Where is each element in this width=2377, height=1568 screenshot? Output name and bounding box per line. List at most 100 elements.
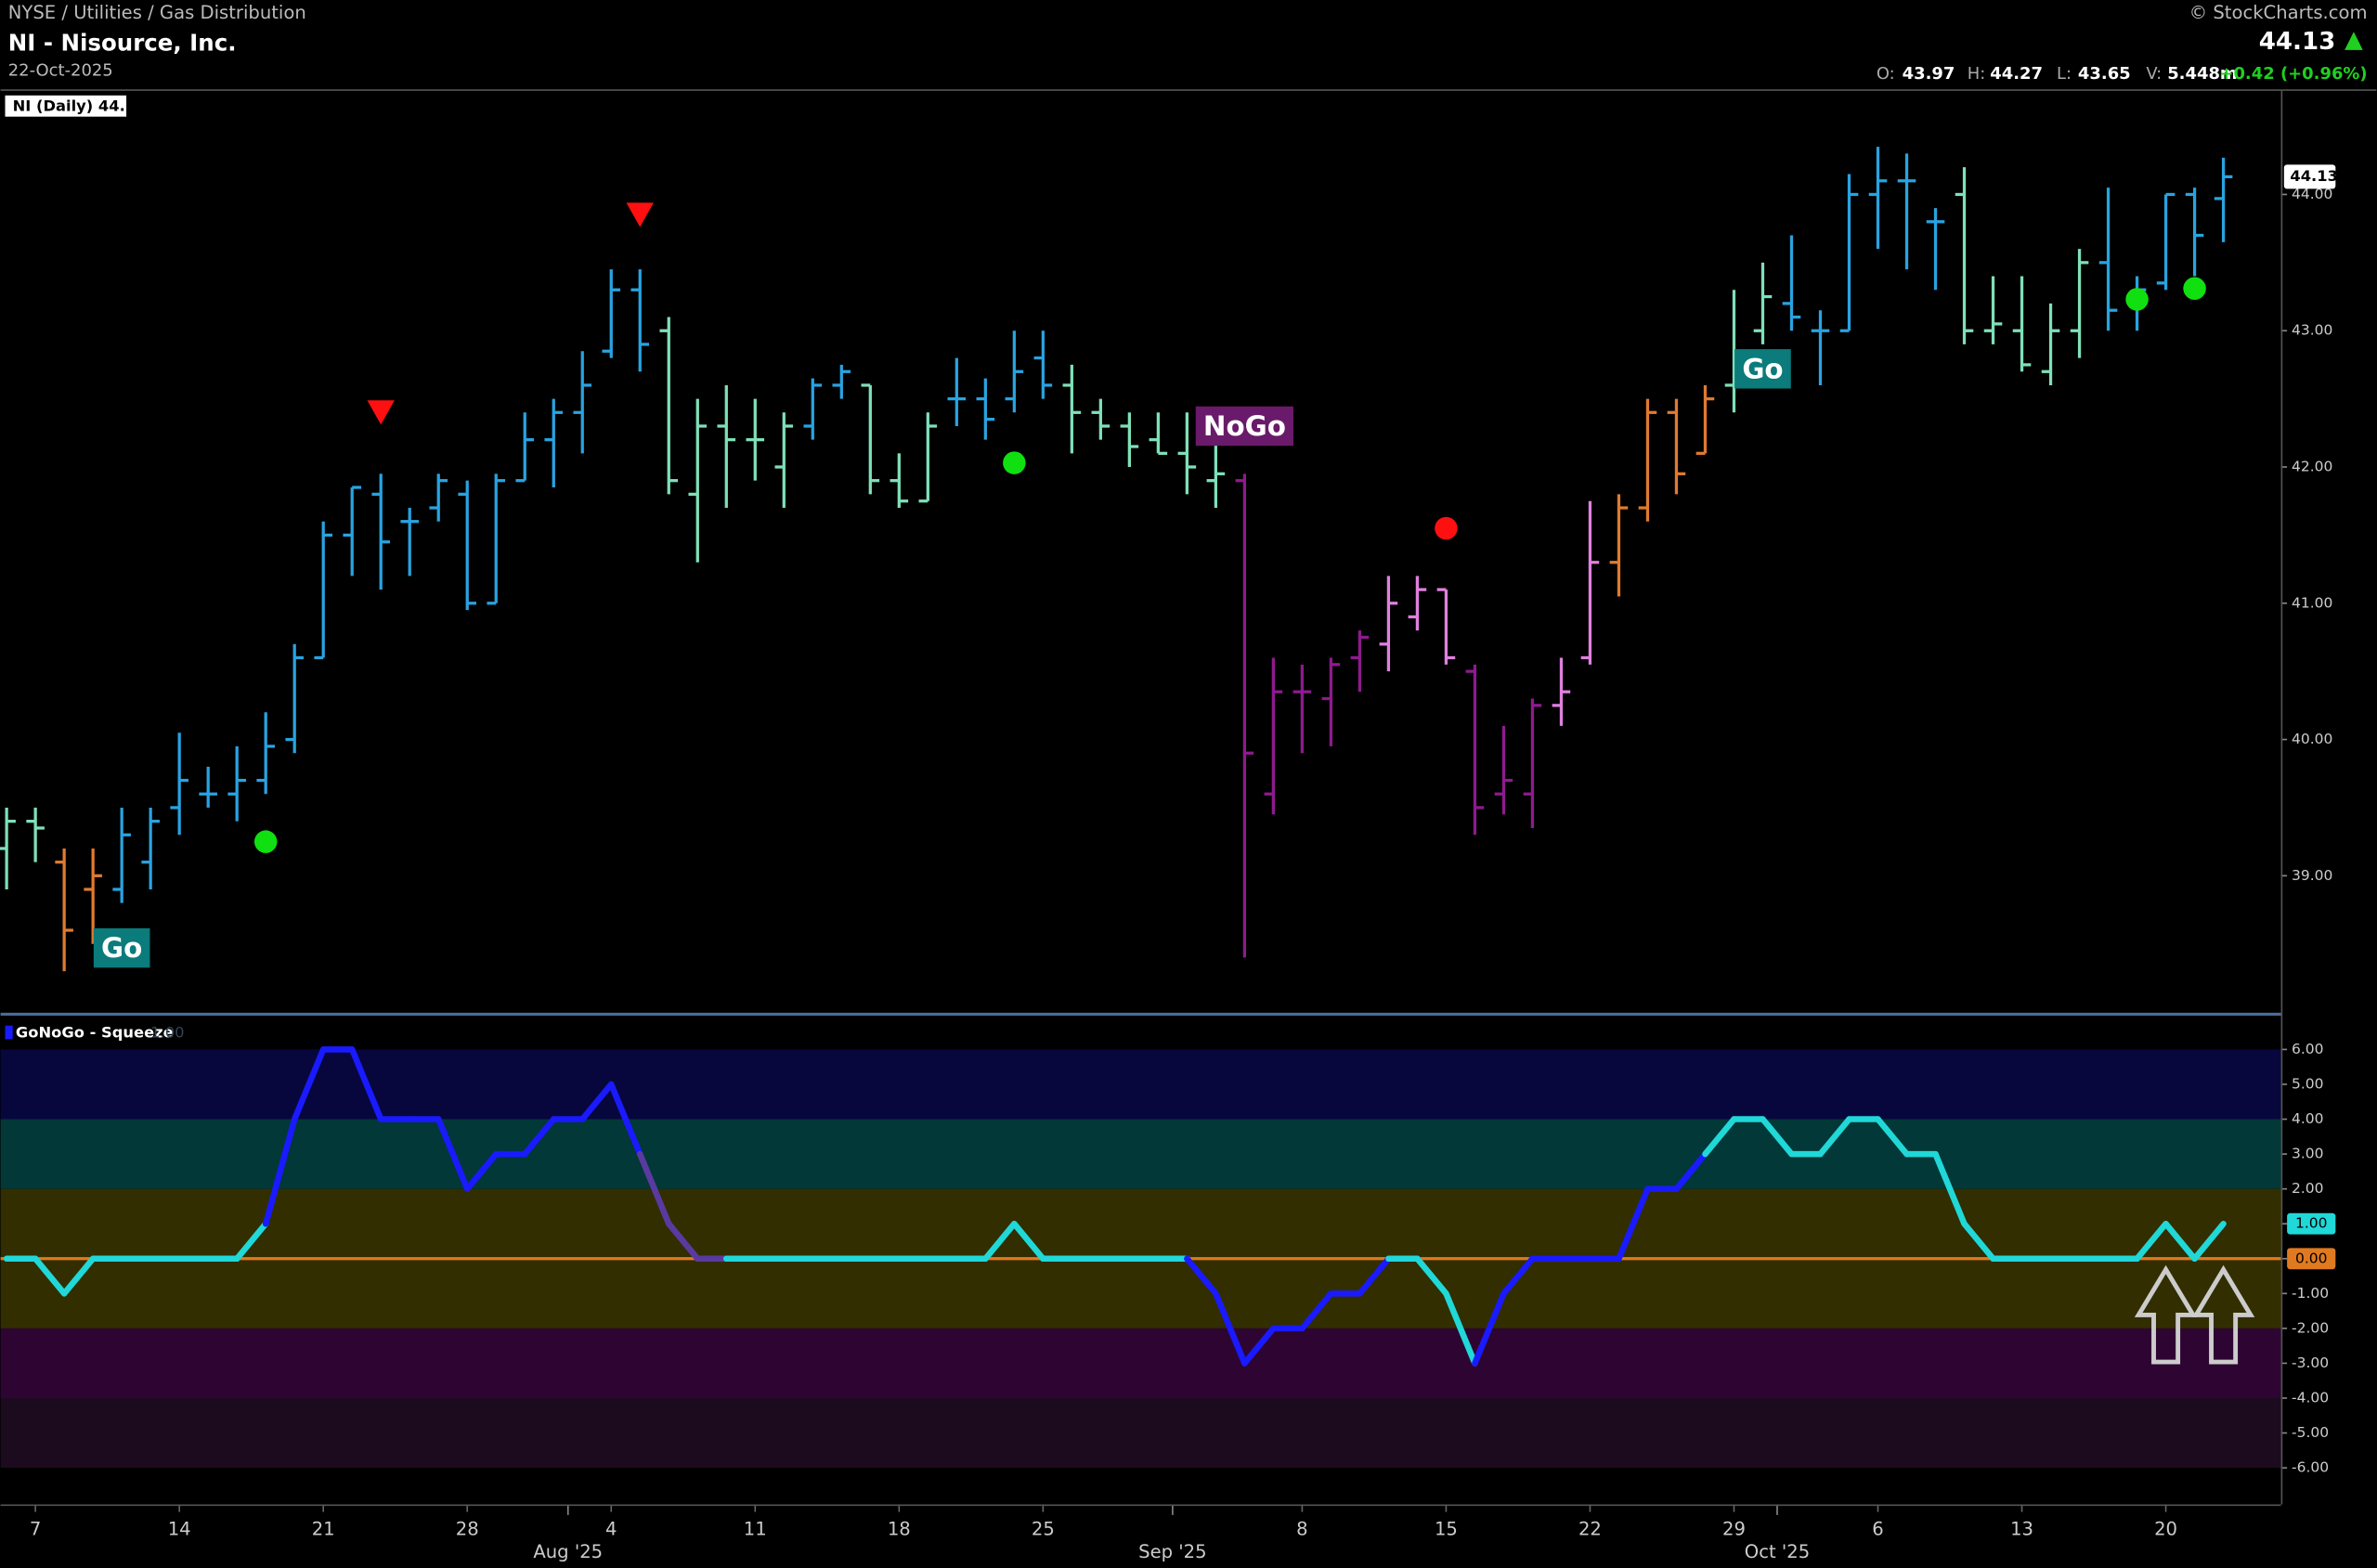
stat-key: L: — [2057, 64, 2072, 84]
osc-segment — [463, 1150, 500, 1192]
osc-segment — [2134, 1220, 2169, 1263]
osc-segment — [607, 1081, 643, 1158]
arrow — [2134, 1264, 2198, 1365]
osc-segment — [262, 1116, 298, 1227]
y-tick-label: 5.00 — [2292, 1075, 2324, 1092]
osc-title: GoNoGo - Squeeze — [16, 1023, 174, 1041]
x-tick-label: 4 — [605, 1519, 617, 1540]
x-tick-label: 13 — [2010, 1519, 2033, 1540]
osc-segment — [1616, 1186, 1651, 1263]
y-tick-label: 44.00 — [2292, 186, 2332, 202]
value-tag-label: 0.00 — [2295, 1250, 2328, 1266]
value-tag — [2287, 1248, 2336, 1270]
band — [0, 1049, 2281, 1120]
y-tick-label: 42.00 — [2292, 459, 2332, 475]
osc-segment — [1673, 1150, 1708, 1192]
change: +0.42 (+0.96%) — [2219, 64, 2367, 84]
osc-segment — [435, 1116, 471, 1192]
osc-segment — [982, 1220, 1018, 1263]
osc-segment — [1817, 1116, 1852, 1158]
band — [0, 1119, 2281, 1189]
header-last: 44.13 — [2259, 28, 2336, 56]
y-tick-label: 4.00 — [2292, 1110, 2324, 1127]
y-tick-label: 41.00 — [2292, 594, 2332, 611]
last-price-tag — [2283, 164, 2336, 189]
y-tick-label: 2.00 — [2292, 1180, 2324, 1197]
osc-segment — [521, 1116, 557, 1158]
stat-key: H: — [1968, 64, 1986, 84]
x-tick-label: 14 — [168, 1519, 191, 1540]
month-label: Oct '25 — [1745, 1541, 1810, 1562]
osc-segment — [1241, 1325, 1277, 1367]
x-tick-label: 20 — [2154, 1519, 2177, 1540]
last-price-label: 44.13 — [2290, 167, 2338, 185]
osc-segment — [1443, 1290, 1478, 1367]
signal-dot — [1435, 516, 1458, 540]
signal-triangle — [367, 400, 395, 425]
x-tick-label: 28 — [456, 1519, 479, 1540]
header-date: 22-Oct-2025 — [8, 61, 113, 81]
legend-box — [5, 95, 127, 117]
stat-value: 44.27 — [1990, 64, 2043, 84]
y-tick-label: 3.00 — [2292, 1146, 2324, 1162]
signal-triangle — [626, 202, 654, 227]
stat-value: 5.448m — [2167, 64, 2237, 84]
legend: NI (Daily) 44.13 — [13, 97, 147, 115]
osc-segment — [2163, 1220, 2198, 1263]
osc-segment — [1414, 1255, 1449, 1297]
signal-dot — [253, 830, 278, 853]
band — [0, 1328, 2281, 1399]
x-tick-label: 21 — [312, 1519, 335, 1540]
x-tick-label: 18 — [888, 1519, 911, 1540]
osc-segment — [1184, 1255, 1219, 1297]
y-tick-label: 6.00 — [2292, 1041, 2324, 1057]
regime-label: Go — [101, 932, 142, 964]
osc-segment — [1760, 1116, 1795, 1158]
osc-segment — [32, 1255, 68, 1297]
osc-segment — [1875, 1116, 1910, 1158]
osc-title-value: 1.00 — [150, 1023, 184, 1041]
x-tick-label: 15 — [1435, 1519, 1458, 1540]
osc-segment — [636, 1150, 672, 1227]
osc-segment — [1961, 1220, 1996, 1263]
month-label: Sep '25 — [1138, 1541, 1206, 1562]
osc-segment — [2191, 1220, 2227, 1263]
up-icon — [2345, 32, 2363, 50]
x-tick-label: 29 — [1722, 1519, 1746, 1540]
y-tick-label: 39.00 — [2292, 867, 2332, 884]
osc-segment — [348, 1046, 384, 1122]
y-tick-label: 43.00 — [2292, 322, 2332, 339]
value-tag-label: 1.00 — [2295, 1215, 2328, 1232]
value-tag — [2287, 1212, 2336, 1235]
osc-segment — [1500, 1255, 1536, 1297]
regime-label: NoGo — [1203, 410, 1286, 442]
stat-value: 43.65 — [2078, 64, 2131, 84]
x-tick-label: 22 — [1578, 1519, 1602, 1540]
legend-swatch — [5, 1025, 13, 1040]
y-tick-label: -6.00 — [2292, 1459, 2329, 1476]
osc-segment — [1472, 1290, 1507, 1367]
signal-dot — [2125, 288, 2149, 311]
stat-key: V: — [2146, 64, 2162, 84]
stat-key: O: — [1877, 64, 1895, 84]
osc-segment — [578, 1081, 615, 1122]
regime-label-box — [93, 927, 150, 968]
x-tick-label: 8 — [1296, 1519, 1307, 1540]
arrow — [2191, 1264, 2255, 1365]
osc-segment — [666, 1220, 701, 1263]
y-tick-label: -1.00 — [2292, 1285, 2329, 1302]
y-tick-label: -2.00 — [2292, 1319, 2329, 1336]
osc-segment — [1011, 1220, 1046, 1263]
osc-segment — [233, 1220, 269, 1263]
x-tick-label: 7 — [30, 1519, 41, 1540]
y-tick-label: 40.00 — [2292, 731, 2332, 747]
regime-label: Go — [1742, 353, 1783, 384]
osc-segment — [1357, 1255, 1392, 1297]
x-tick-label: 25 — [1032, 1519, 1055, 1540]
signal-dot — [2183, 277, 2206, 300]
copyright: © StockCharts.com — [2189, 2, 2368, 23]
month-label: Aug '25 — [533, 1541, 603, 1562]
header-path: NYSE / Utilities / Gas Distribution — [8, 2, 306, 23]
x-tick-label: 6 — [1872, 1519, 1883, 1540]
